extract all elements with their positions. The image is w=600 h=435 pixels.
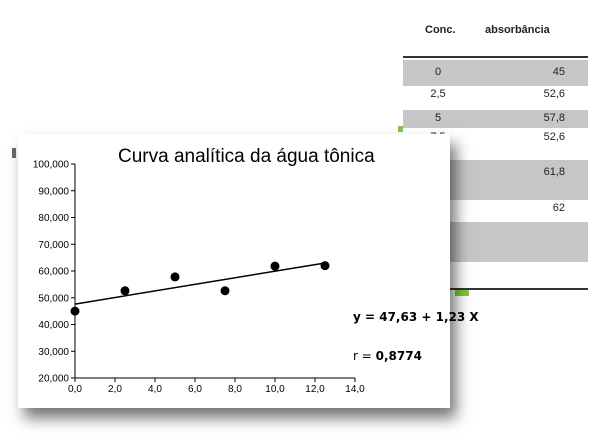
table-row: 0 45 — [403, 60, 588, 86]
header-absorbancia: absorbância — [485, 24, 550, 36]
background-mark — [12, 148, 16, 158]
table-header: Conc. absorbância — [403, 10, 588, 58]
cell-absorbance: 57,8 — [543, 112, 565, 124]
cell-conc: 5 — [434, 112, 442, 124]
x-tick-label: 12,0 — [305, 384, 325, 395]
y-tick-label: 80,000 — [38, 213, 69, 224]
x-tick-label: 14,0 — [345, 384, 365, 395]
trendline — [74, 262, 326, 305]
y-tick-label: 70,000 — [38, 240, 69, 251]
x-tick-label: 0,0 — [68, 384, 82, 395]
y-tick-label: 60,000 — [38, 267, 69, 278]
data-point — [120, 286, 130, 296]
data-point — [70, 306, 80, 316]
y-tick-label: 20,000 — [38, 374, 69, 385]
cell-absorbance: 52,6 — [543, 131, 565, 143]
cell-conc: 0 — [434, 66, 442, 78]
data-point — [270, 261, 280, 271]
cell-absorbance: 45 — [552, 66, 565, 78]
x-tick-label: 2,0 — [108, 384, 122, 395]
cell-absorbance: 61,8 — [543, 166, 565, 178]
scatter-chart: 20,000 30,000 40,000 50,000 60,000 70,000 80,0… — [33, 160, 365, 396]
cell-absorbance: 52,6 — [543, 88, 565, 100]
y-tick-label: 90,000 — [38, 186, 69, 197]
regression-equation: y = 47,63 + 1,23 X — [353, 310, 479, 324]
correlation-coefficient: r = 0,8774 — [353, 349, 422, 363]
chart-title: Curva analítica da água tônica — [118, 146, 375, 167]
correlation-label: r = — [353, 349, 376, 363]
y-tick-label: 30,000 — [38, 347, 69, 358]
y-tick-label: 100,000 — [33, 160, 70, 171]
green-tab — [455, 290, 469, 296]
x-tick-label: 10,0 — [265, 384, 285, 395]
header-conc: Conc. — [425, 24, 456, 36]
table-row: 2,5 52,6 — [403, 86, 588, 110]
x-tick-label: 6,0 — [188, 384, 202, 395]
data-point — [170, 272, 180, 282]
x-tick-label: 4,0 — [148, 384, 162, 395]
chart-panel: 20,000 30,000 40,000 50,000 60,000 70,000 80,0… — [18, 134, 479, 408]
correlation-value: 0,8774 — [375, 349, 422, 363]
data-point — [320, 261, 330, 271]
data-point — [220, 286, 230, 296]
y-tick-label: 40,000 — [38, 320, 69, 331]
table-row: 5 57,8 — [403, 110, 588, 128]
x-tick-label: 8,0 — [228, 384, 242, 395]
cell-conc: 2,5 — [430, 88, 446, 100]
y-tick-label: 50,000 — [38, 293, 69, 304]
cell-absorbance: 62 — [552, 202, 565, 214]
